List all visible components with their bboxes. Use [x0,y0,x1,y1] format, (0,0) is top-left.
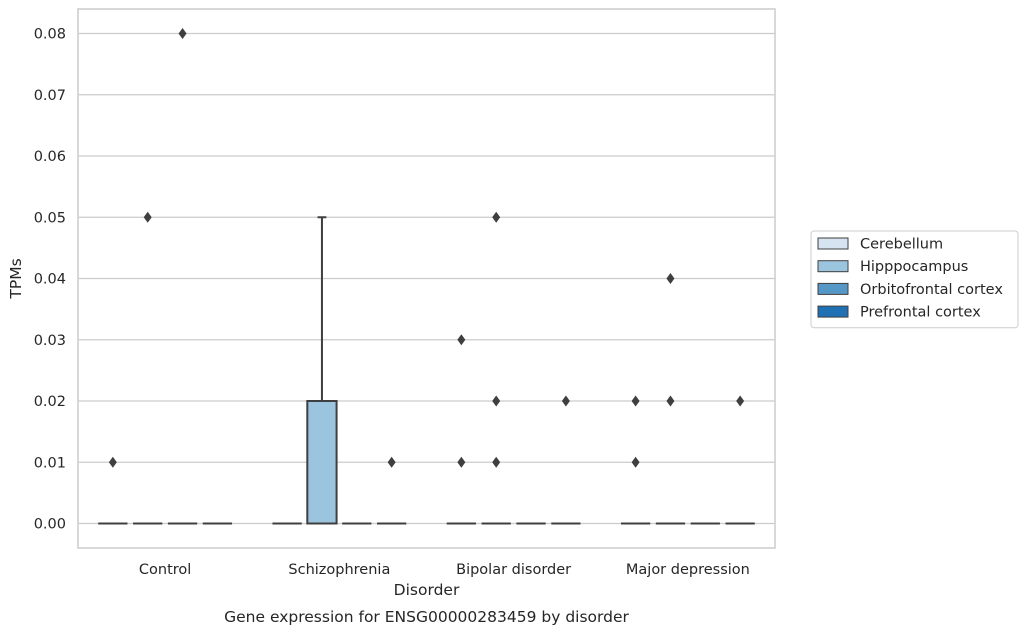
y-tick-label: 0.02 [34,394,66,410]
legend-label: Orbitofrontal cortex [860,282,1003,298]
y-tick-label: 0.07 [34,88,66,104]
box-hipppocampus [306,216,338,525]
outlier-point [631,395,640,407]
legend-frame [810,230,1019,329]
y-tick-label: 0.03 [34,333,66,349]
gridlines [78,32,775,525]
y-axis-ticks: 0.00 0.01 0.02 0.03 0.04 0.05 0.06 0.07 0.08 [34,27,66,533]
x-tick-label: Schizophrenia [288,562,390,578]
outlier-point [666,395,675,407]
y-tick-label: 0.05 [34,210,66,226]
box-prefrontal-cortex [551,395,581,525]
outlier-point [736,395,745,407]
outlier-point [178,28,187,39]
legend-swatch [817,282,849,295]
x-tick-label: Bipolar disorder [456,562,571,578]
x-axis-title: Disorder [394,581,460,599]
outlier-point [457,334,466,346]
outlier-point [631,456,640,468]
y-tick-label: 0.06 [34,149,66,165]
plot-area-frame [77,8,776,549]
box-hipppocampus [481,211,511,525]
outlier-point [492,456,501,468]
outlier-point [457,456,466,468]
box-hipppocampus [655,273,686,525]
y-tick-label: 0.01 [34,455,66,471]
legend-label: Hipppocampus [860,259,968,275]
outlier-point [143,211,152,223]
box-cerebellum [446,334,476,525]
y-tick-label: 0.04 [34,272,66,288]
outlier-point [561,395,570,407]
outlier-point [492,211,501,223]
x-axis-ticks: Control Schizophrenia Bipolar disorder Majo… [139,562,750,578]
outlier-point [387,456,396,468]
box-cerebellum [98,456,128,525]
outlier-point [666,273,675,284]
box-series-group [98,28,755,525]
y-axis-title: TPMs [7,258,25,299]
x-tick-label: Major depression [626,562,750,578]
box-prefrontal-cortex [377,456,407,525]
box-body [306,400,338,525]
figure-caption: Gene expression for ENSG00000283459 by d… [224,608,629,626]
box-prefrontal-cortex [725,395,755,525]
box-hipppocampus [133,211,163,525]
x-tick-label: Control [139,562,191,578]
box-cerebellum [620,395,651,525]
outlier-point [108,456,117,468]
legend-swatch [817,260,849,273]
box-orbitofrontal-cortex [167,28,198,525]
legend-label: Cerebellum [860,237,943,253]
y-tick-label: 0.00 [34,517,66,533]
y-tick-label: 0.08 [34,27,66,43]
legend: Cerebellum Hipppocampus Orbitofrontal cort… [810,230,1019,329]
outlier-point [492,395,501,407]
legend-swatch [817,237,849,250]
legend-swatch [817,305,849,318]
legend-label: Prefrontal cortex [860,305,981,321]
